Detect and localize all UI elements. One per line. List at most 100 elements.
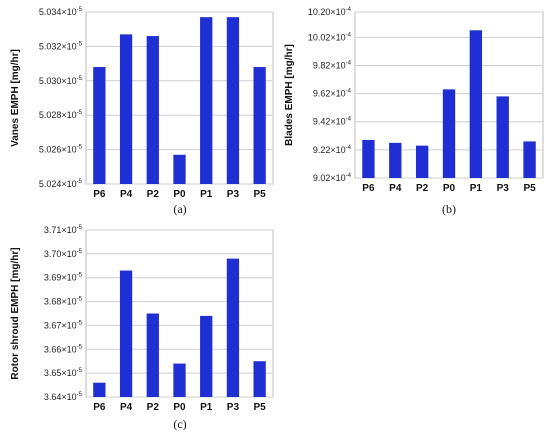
y-tick-times: ×10 (330, 173, 345, 183)
bar-p3 (496, 96, 509, 178)
y-tick-exponent: -4 (346, 117, 352, 123)
bar-p0 (173, 363, 186, 397)
bar-p0 (173, 154, 186, 184)
y-tick-mantissa: 3.66 (44, 344, 62, 354)
y-tick-label: 5.026×10-5 (39, 145, 83, 155)
y-tick-exponent: -5 (77, 273, 83, 279)
bar-p0 (442, 89, 456, 178)
y-tick-times: ×10 (330, 7, 345, 17)
bar-p1 (200, 315, 213, 397)
panel-caption: (a) (173, 202, 186, 216)
y-tick-mantissa: 5.034 (39, 7, 62, 17)
y-tick-mantissa: 5.028 (39, 110, 62, 120)
y-tick-times: ×10 (330, 60, 345, 70)
x-tick-label: P4 (120, 402, 133, 413)
bar-p4 (389, 142, 402, 178)
y-tick-mantissa: 9.02 (313, 173, 331, 183)
x-tick-label: P6 (362, 183, 375, 194)
y-tick-times: ×10 (61, 7, 76, 17)
bar-p3 (226, 258, 240, 397)
y-tick-label: 3.67×10-5 (44, 320, 83, 330)
y-tick-exponent: -5 (77, 76, 83, 82)
y-tick-exponent: -4 (346, 145, 352, 151)
y-tick-times: ×10 (61, 320, 76, 330)
y-tick-mantissa: 10.02 (308, 32, 331, 42)
x-tick-label: P2 (147, 402, 160, 413)
y-tick-times: ×10 (61, 179, 76, 189)
y-tick-label: 3.71×10-5 (44, 225, 83, 235)
x-tick-label: P1 (200, 189, 213, 200)
y-tick-mantissa: 9.42 (313, 117, 331, 127)
y-tick-times: ×10 (61, 225, 76, 235)
x-tick-label: P0 (443, 183, 456, 194)
y-tick-exponent: -5 (77, 344, 83, 350)
y-tick-times: ×10 (330, 145, 345, 155)
x-tick-label: P6 (93, 189, 106, 200)
y-tick-exponent: -5 (77, 7, 83, 13)
bar-p2 (415, 145, 429, 178)
y-tick-label: 5.024×10-5 (39, 179, 83, 189)
y-tick-exponent: -5 (77, 368, 83, 374)
y-tick-label: 10.20×10-4 (308, 7, 352, 17)
y-tick-times: ×10 (61, 392, 76, 402)
x-tick-label: P3 (497, 183, 510, 194)
x-tick-label: P4 (389, 183, 402, 194)
bar-p6 (93, 382, 106, 397)
y-tick-label: 3.66×10-5 (44, 344, 83, 354)
y-tick-mantissa: 9.62 (313, 89, 331, 99)
y-tick-mantissa: 3.67 (44, 320, 62, 330)
x-tick-label: P0 (173, 402, 186, 413)
bar-p6 (362, 140, 375, 178)
x-tick-label: P3 (227, 402, 240, 413)
y-tick-exponent: -4 (346, 173, 352, 179)
x-tick-label: P5 (254, 189, 267, 200)
y-tick-label: 5.028×10-5 (39, 110, 83, 120)
y-tick-label: 5.034×10-5 (39, 7, 83, 17)
bar-p5 (523, 141, 536, 178)
y-tick-times: ×10 (61, 368, 76, 378)
y-tick-label: 3.70×10-5 (44, 249, 83, 259)
y-tick-mantissa: 3.71 (44, 225, 62, 235)
bar-p2 (146, 36, 159, 184)
y-tick-label: 9.22×10-4 (313, 145, 352, 155)
x-tick-label: P6 (93, 402, 106, 413)
y-tick-times: ×10 (61, 110, 76, 120)
y-tick-mantissa: 5.024 (39, 179, 62, 189)
y-tick-label: 3.64×10-5 (44, 392, 83, 402)
x-tick-label: P2 (416, 183, 429, 194)
x-tick-label: P0 (173, 189, 186, 200)
y-tick-label: 3.69×10-5 (44, 273, 83, 283)
y-tick-label: 9.62×10-4 (313, 89, 352, 99)
y-tick-label: 3.65×10-5 (44, 368, 83, 378)
y-tick-mantissa: 3.70 (44, 249, 62, 259)
y-axis-label: Rotor shroud EMPH [mg/hr] (10, 247, 21, 379)
y-tick-label: 9.02×10-4 (313, 173, 352, 183)
y-tick-mantissa: 9.82 (313, 60, 331, 70)
bar-p4 (119, 270, 133, 397)
y-tick-mantissa: 9.22 (313, 145, 331, 155)
y-tick-mantissa: 3.64 (44, 392, 62, 402)
y-tick-exponent: -5 (77, 320, 83, 326)
y-tick-times: ×10 (330, 32, 345, 42)
y-tick-times: ×10 (61, 41, 76, 51)
y-tick-times: ×10 (330, 89, 345, 99)
x-tick-label: P3 (227, 189, 240, 200)
x-tick-label: P4 (120, 189, 133, 200)
y-tick-label: 10.02×10-4 (308, 32, 352, 42)
bar-p1 (200, 17, 213, 184)
bar-p5 (253, 361, 266, 397)
bar-p6 (93, 67, 106, 184)
y-tick-mantissa: 3.69 (44, 273, 62, 283)
y-tick-times: ×10 (61, 297, 76, 307)
y-tick-exponent: -5 (77, 179, 83, 185)
y-tick-exponent: -5 (77, 392, 83, 398)
y-tick-exponent: -4 (346, 32, 352, 38)
y-tick-label: 5.032×10-5 (39, 41, 83, 51)
y-tick-exponent: -5 (77, 110, 83, 116)
panel-caption: (c) (173, 417, 186, 431)
bar-p5 (253, 67, 266, 184)
y-tick-times: ×10 (330, 117, 345, 127)
chart-panel-c: 3.64×10-53.65×10-53.66×10-53.67×10-53.68… (10, 225, 274, 431)
y-tick-mantissa: 5.032 (39, 41, 62, 51)
